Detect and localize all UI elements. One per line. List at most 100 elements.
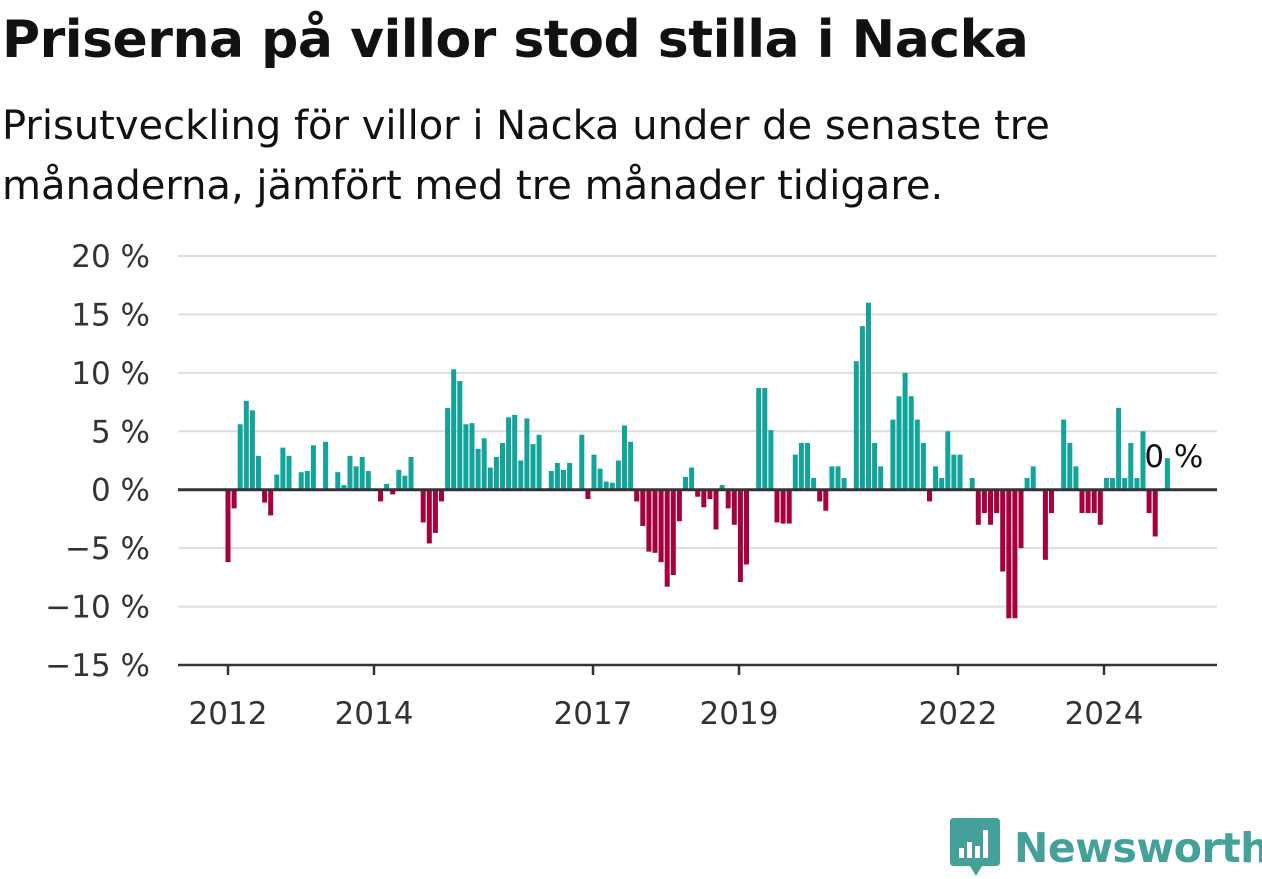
brand: Newsworthy xyxy=(950,818,1262,878)
bar xyxy=(225,489,231,563)
bar xyxy=(286,455,292,490)
bar xyxy=(1128,442,1134,490)
bar xyxy=(347,455,353,490)
bar xyxy=(579,434,585,490)
bar xyxy=(310,445,316,490)
y-tick-label: 15 % xyxy=(71,297,150,333)
bar xyxy=(859,326,865,490)
bar xyxy=(274,474,280,490)
bar xyxy=(744,489,749,565)
x-tick-label: 2012 xyxy=(189,696,268,732)
bar xyxy=(432,489,438,533)
bar xyxy=(756,388,762,490)
bar xyxy=(945,431,951,490)
bar xyxy=(231,489,237,509)
bar xyxy=(933,466,939,490)
bar xyxy=(951,454,957,490)
bar xyxy=(378,489,383,502)
bar xyxy=(524,418,530,490)
bar xyxy=(384,483,390,490)
bar xyxy=(1042,489,1048,560)
bar xyxy=(817,489,823,502)
bar xyxy=(902,372,908,490)
bar xyxy=(561,469,566,490)
bar xyxy=(1152,489,1158,537)
bar xyxy=(664,489,670,587)
bar xyxy=(774,489,780,523)
chart-subtitle: Prisutveckling för villor i Nacka under … xyxy=(2,103,1050,209)
bar xyxy=(237,424,243,490)
bar xyxy=(780,489,786,524)
bar xyxy=(988,489,993,525)
bar xyxy=(365,471,371,490)
bar xyxy=(1073,466,1079,490)
bar xyxy=(323,441,329,490)
bar xyxy=(420,489,426,523)
bar xyxy=(939,478,945,490)
y-tick-label: −15 % xyxy=(45,648,150,684)
bar xyxy=(256,455,261,490)
bar xyxy=(866,302,871,490)
bar xyxy=(896,396,902,490)
bar xyxy=(841,478,847,490)
value-annotation: 0 % xyxy=(1144,439,1203,475)
bar xyxy=(829,466,835,490)
bar xyxy=(707,489,713,500)
bar xyxy=(872,442,878,490)
bar xyxy=(469,423,475,490)
bar xyxy=(890,419,896,490)
bar xyxy=(249,410,255,490)
bar xyxy=(725,489,731,509)
bar xyxy=(1110,478,1115,490)
y-tick-label: 0 % xyxy=(91,473,150,509)
bar xyxy=(457,381,463,490)
bar xyxy=(512,414,518,490)
bar xyxy=(609,482,615,490)
bar xyxy=(908,396,914,490)
bar xyxy=(957,454,963,490)
bar xyxy=(914,419,920,490)
bar xyxy=(792,454,798,490)
bar xyxy=(1097,489,1103,525)
bar xyxy=(530,444,536,490)
y-tick-label: −10 % xyxy=(45,590,150,626)
bar xyxy=(567,462,573,490)
x-tick-label: 2024 xyxy=(1065,696,1144,732)
bar xyxy=(280,447,286,490)
bar xyxy=(731,489,737,525)
x-tick-label: 2017 xyxy=(554,696,633,732)
bar xyxy=(335,472,341,490)
bar xyxy=(500,442,505,490)
bar xyxy=(786,489,792,524)
bar xyxy=(463,424,469,490)
bar xyxy=(1018,489,1024,549)
bar xyxy=(719,485,725,490)
bar xyxy=(1140,431,1146,490)
bar xyxy=(1079,489,1085,514)
bar xyxy=(359,456,365,490)
bar xyxy=(646,489,652,552)
bar xyxy=(622,425,627,490)
bar xyxy=(1134,478,1140,490)
bar xyxy=(1000,489,1006,572)
bar xyxy=(536,434,542,490)
bar xyxy=(1146,489,1152,514)
bar xyxy=(518,460,524,490)
bar xyxy=(835,466,841,490)
bar xyxy=(805,442,810,490)
bar xyxy=(243,400,249,490)
bar xyxy=(585,489,591,500)
bar xyxy=(554,462,560,490)
bar xyxy=(676,489,682,522)
bar xyxy=(640,489,646,526)
bar xyxy=(695,489,701,497)
bar xyxy=(1006,489,1012,619)
y-tick-label: 5 % xyxy=(91,414,150,450)
bar xyxy=(408,456,414,490)
bar xyxy=(1103,478,1109,490)
bar xyxy=(1085,489,1091,514)
bar xyxy=(701,489,707,508)
bar xyxy=(615,460,621,490)
bar xyxy=(658,489,664,563)
bar xyxy=(853,361,859,490)
